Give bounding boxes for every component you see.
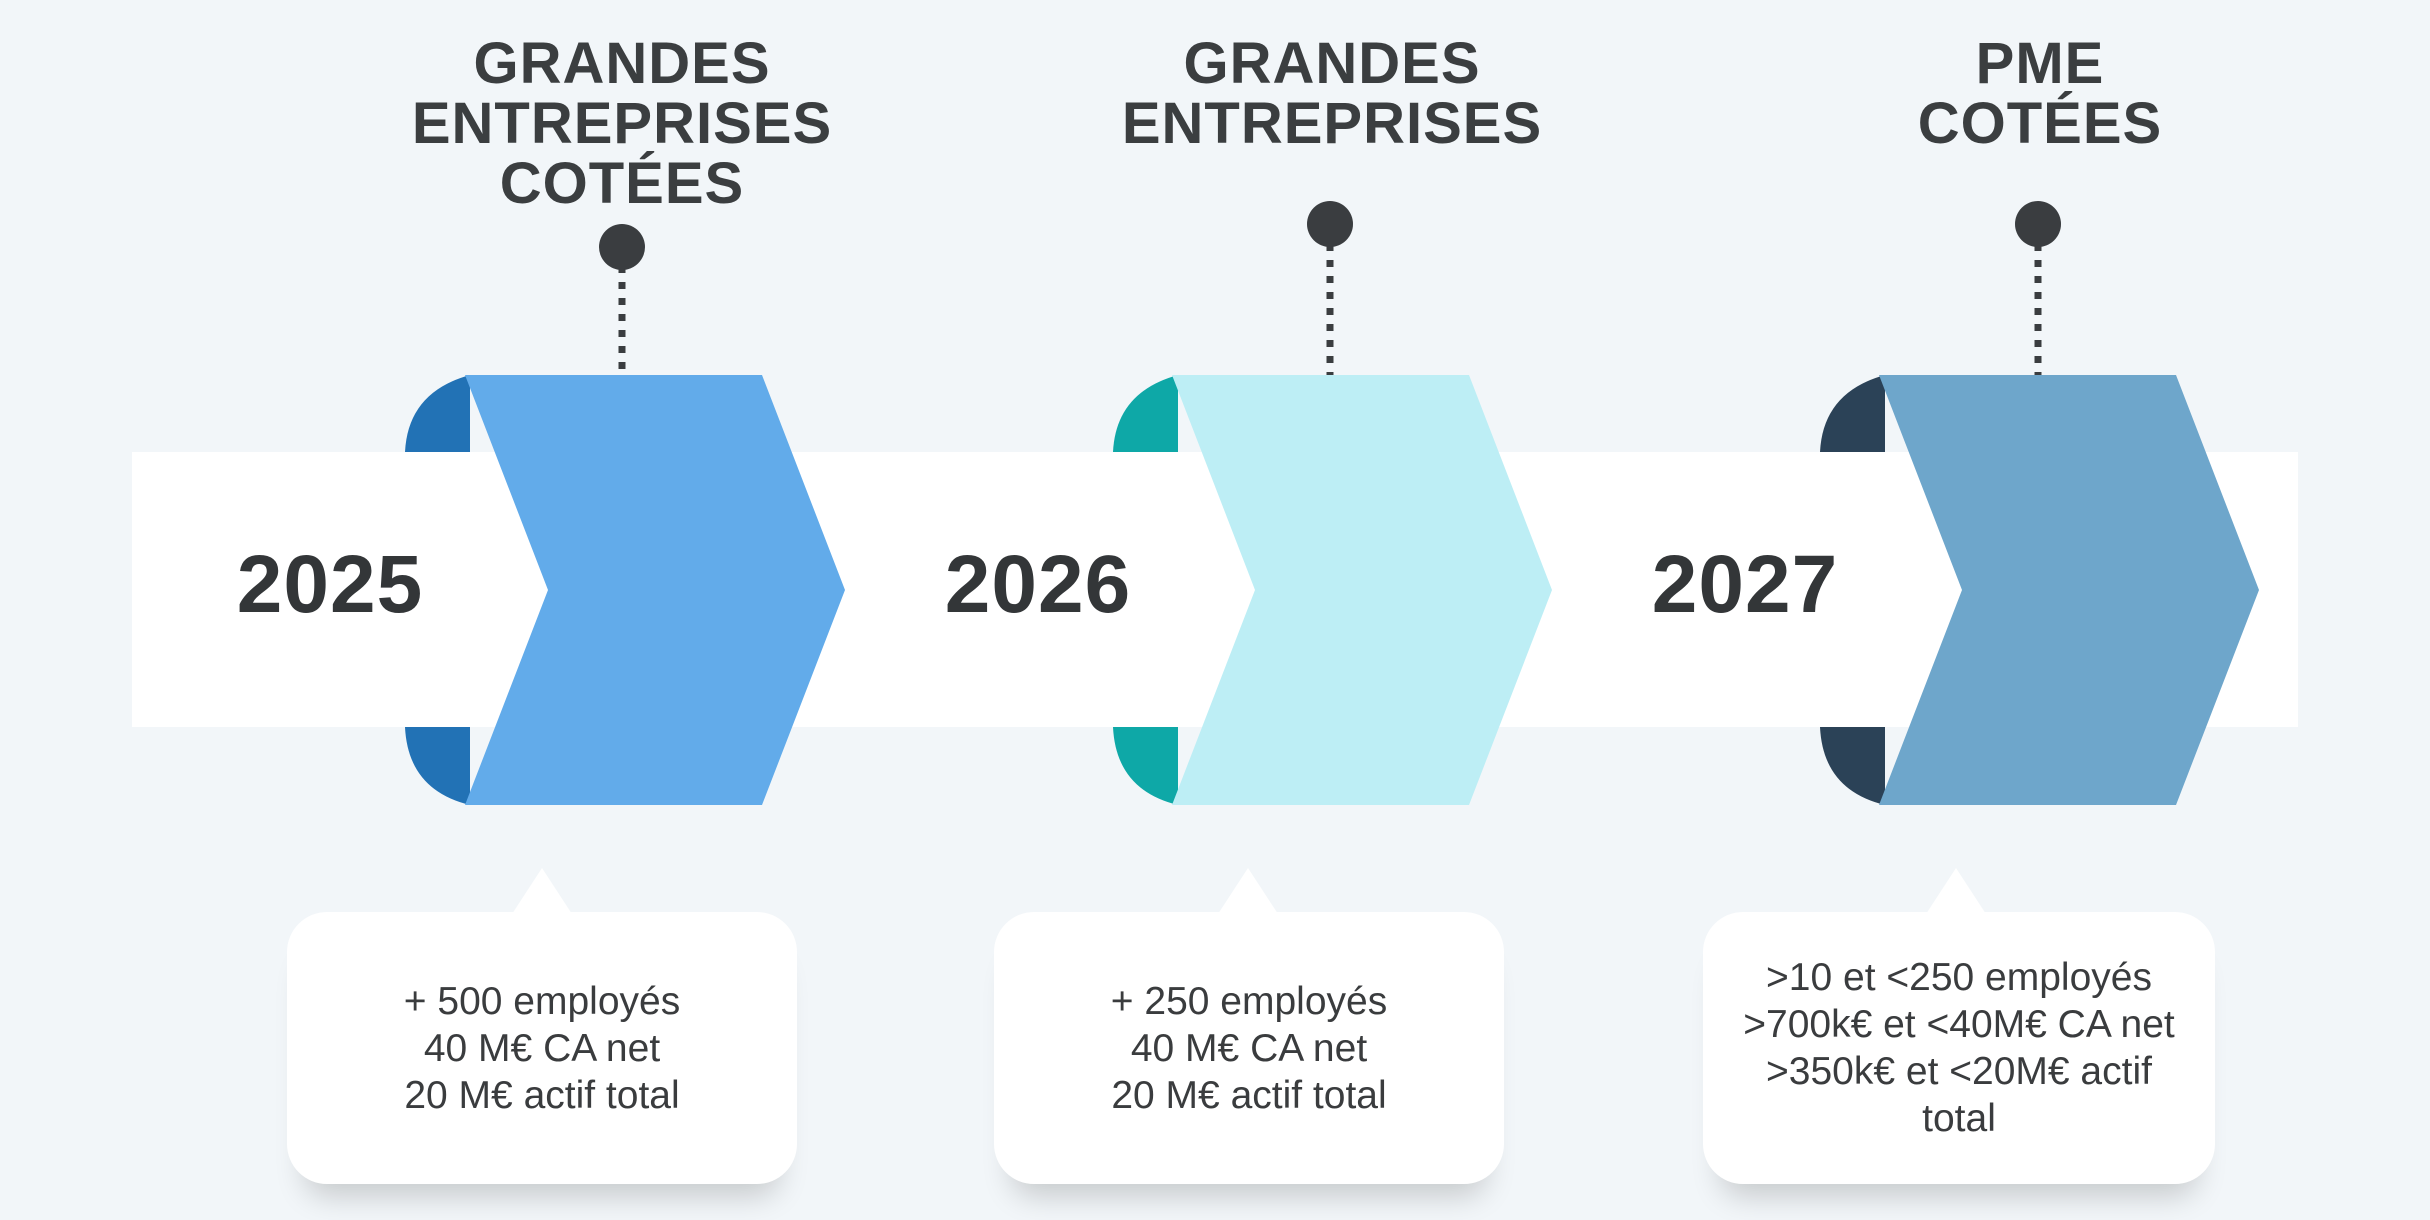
stage-2025-connector-pin-icon	[599, 224, 645, 270]
criteria-line: + 500 employés	[403, 979, 681, 1023]
criteria-line: 20 M€ actif total	[404, 1073, 680, 1117]
criteria-line: >700k€ et <40M€ CA net	[1743, 1003, 2175, 1046]
stage-2027-criteria-box: >10 et <250 employés >700k€ et <40M€ CA …	[1703, 912, 2215, 1184]
stage-2025-graphic	[405, 224, 845, 914]
stage-2026-title-line: GRANDES	[1183, 31, 1481, 96]
stage-2026-title-line: ENTREPRISES	[1121, 91, 1543, 156]
stage-2026-box-pointer	[1218, 868, 1278, 914]
stage-2026-connector-pin-icon	[1307, 201, 1353, 247]
criteria-line: 40 M€ CA net	[423, 1026, 661, 1070]
stage-2027-box-pointer	[1926, 868, 1986, 914]
stage-2025-cap-top-icon	[405, 375, 470, 452]
stage-2027-cap-top-icon	[1820, 375, 1885, 452]
criteria-line: 40 M€ CA net	[1130, 1026, 1368, 1070]
criteria-line: >10 et <250 employés	[1766, 956, 2152, 999]
stage-2025-year: 2025	[236, 539, 424, 630]
stage-2027-cap-bottom-icon	[1820, 727, 1885, 805]
stage-2026-cap-top-icon	[1113, 375, 1178, 452]
stage-2027-title-line: COTÉES	[1917, 91, 2163, 156]
stage-2026-criteria-box: + 250 employés 40 M€ CA net 20 M€ actif …	[994, 912, 1504, 1184]
stage-2026-cap-bottom-icon	[1113, 727, 1178, 805]
stage-2027-connector-pin-icon	[2015, 201, 2061, 247]
criteria-line: >350k€ et <20M€ actif total	[1766, 1050, 2152, 1140]
criteria-line: + 250 employés	[1110, 979, 1388, 1023]
stage-2025-title-line: COTÉES	[499, 151, 745, 216]
stage-2025-box-pointer	[512, 868, 572, 914]
stage-2025-title-line: ENTREPRISES	[411, 91, 833, 156]
stage-2025-title-line: GRANDES	[473, 31, 771, 96]
stage-2026-chevron-icon	[1172, 375, 1552, 805]
stage-2027-graphic	[1820, 201, 2259, 914]
stage-2026-graphic	[1113, 201, 1552, 914]
stage-2026-title: GRANDES ENTREPRISES	[1072, 34, 1592, 154]
stage-2025-chevron-icon	[465, 375, 845, 805]
stage-2027-title: PME COTÉES	[1780, 34, 2300, 154]
stage-2026-year: 2026	[944, 539, 1132, 630]
stage-2027-chevron-icon	[1879, 375, 2259, 805]
stage-2025-title: GRANDES ENTREPRISES COTÉES	[362, 34, 882, 214]
stage-2025-criteria-box: + 500 employés 40 M€ CA net 20 M€ actif …	[287, 912, 797, 1184]
criteria-line: 20 M€ actif total	[1111, 1073, 1387, 1117]
stage-2027-title-line: PME	[1975, 31, 2105, 96]
stage-2027-year: 2027	[1651, 539, 1839, 630]
stage-2025-cap-bottom-icon	[405, 727, 470, 805]
